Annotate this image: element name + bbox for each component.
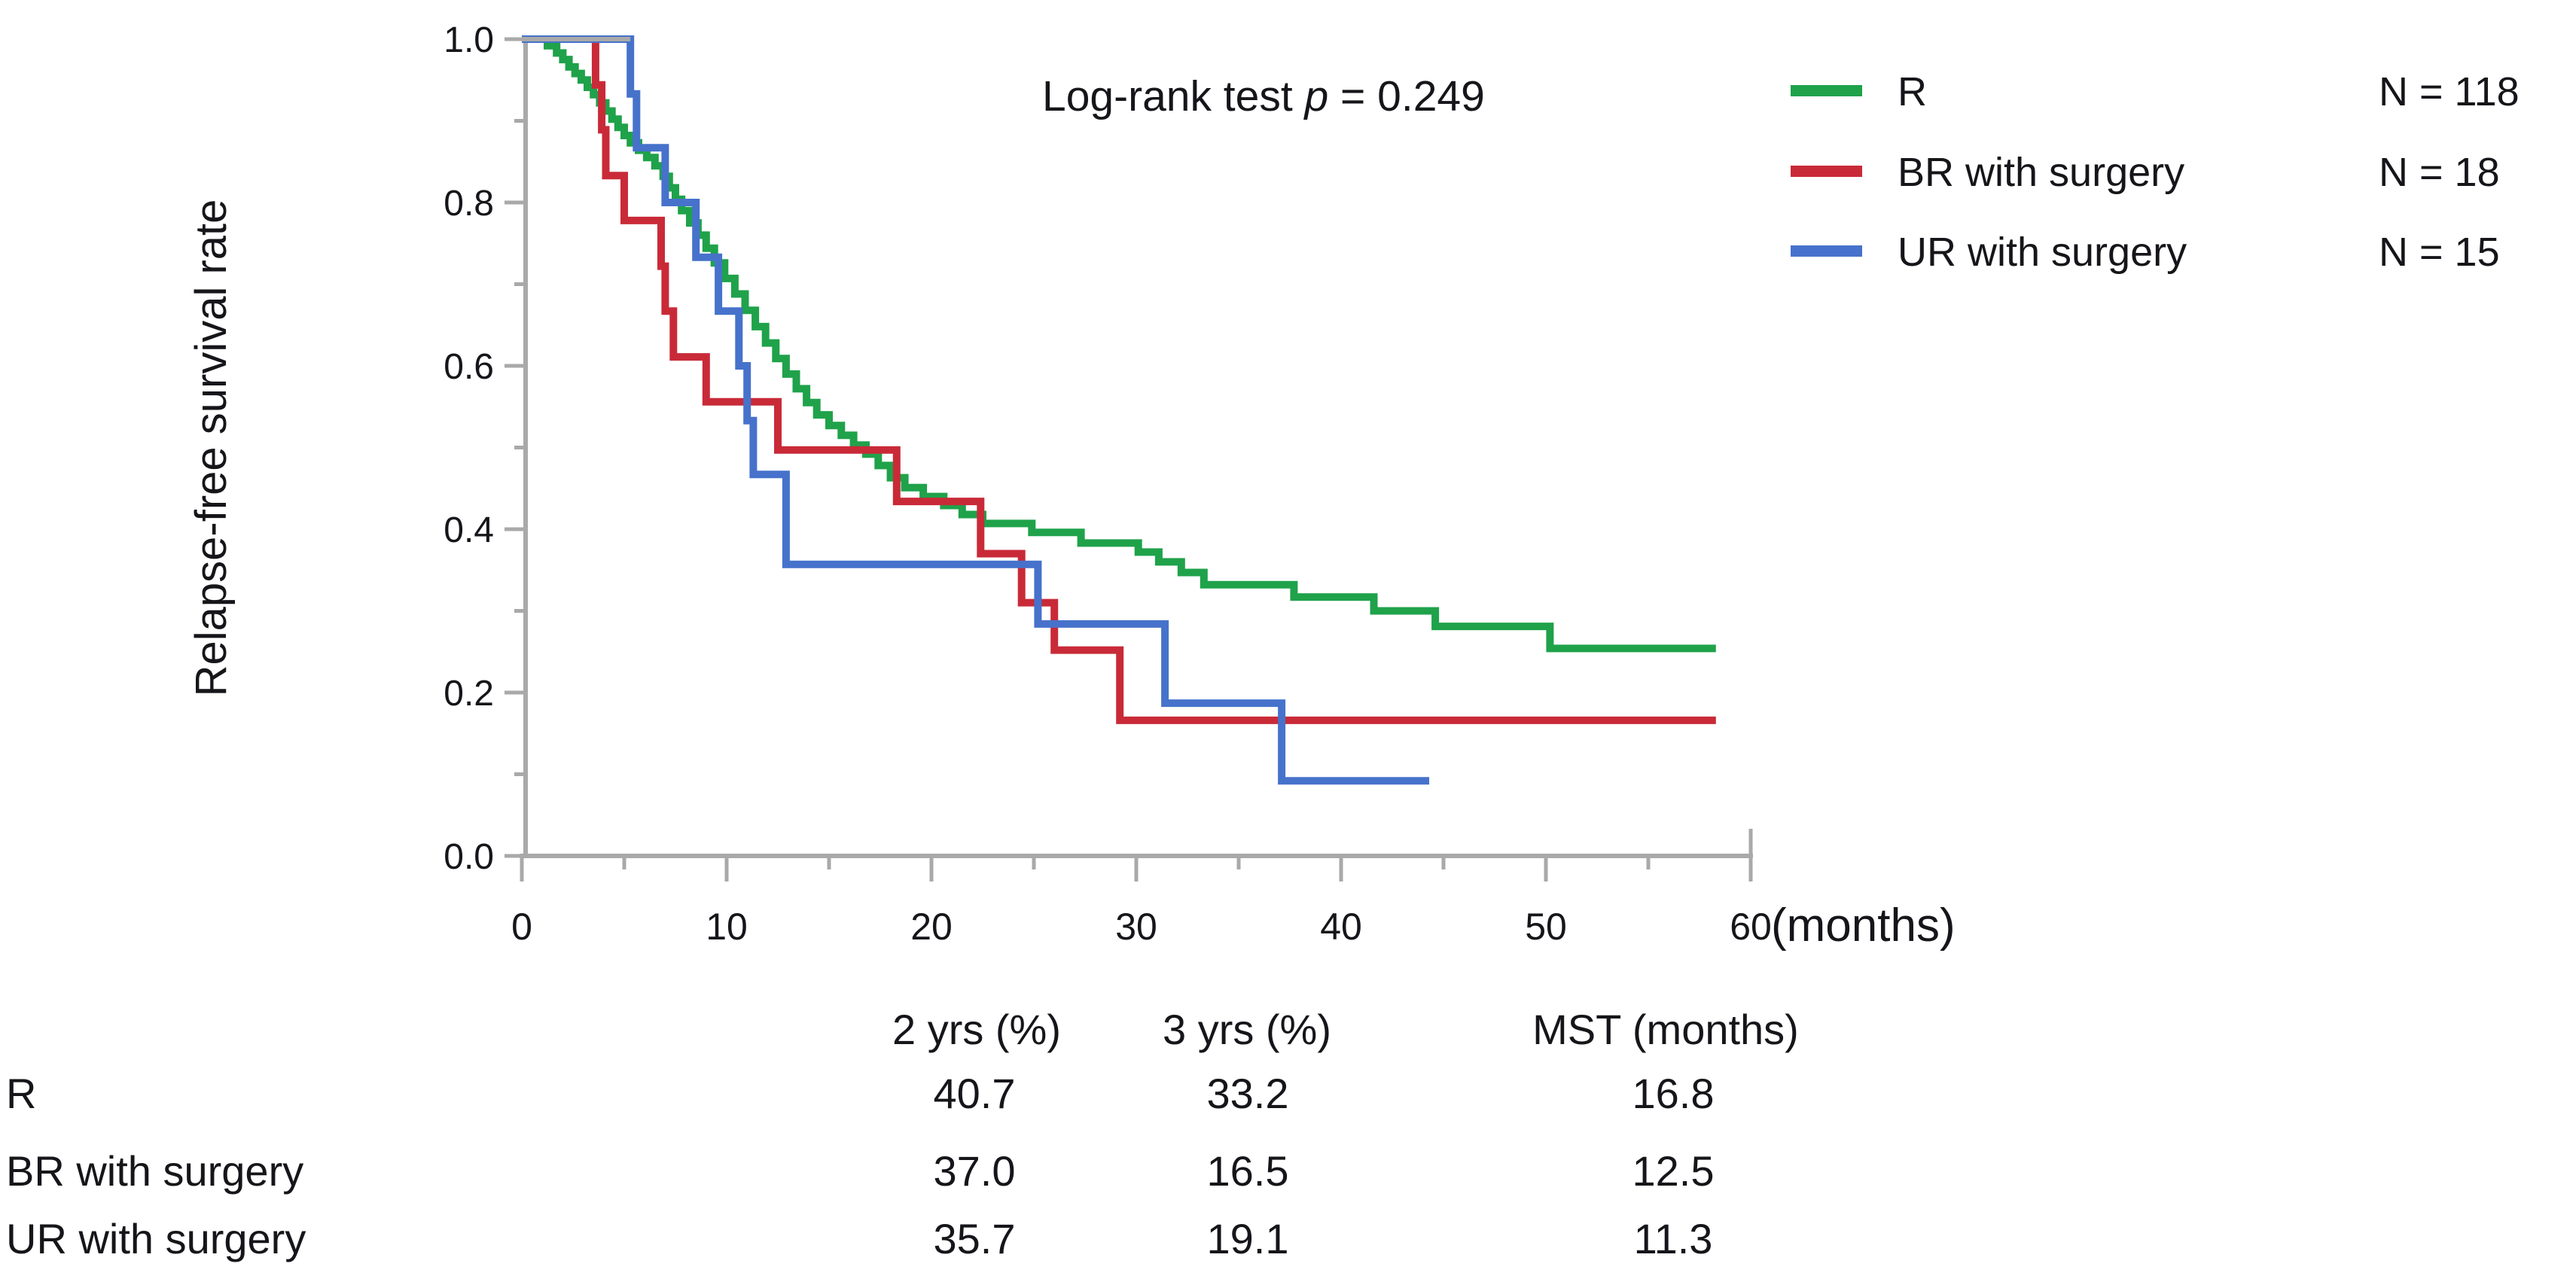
legend-swatch (1791, 166, 1862, 177)
legend-n-count: N = 15 (2379, 230, 2500, 275)
table-cell-value: 16.5 (1207, 1147, 1289, 1195)
x-tick-label: 0 (511, 906, 532, 948)
legend-row: UR with surgery N = 15 (1791, 230, 2500, 275)
table-cell-value: 11.3 (1634, 1215, 1713, 1262)
curve-br-with-surgery (522, 35, 1716, 724)
table-row-label: BR with surgery (6, 1147, 303, 1195)
table-row: R 40.7 33.2 16.8 (6, 1070, 1715, 1117)
table-cell-value: 12.5 (1632, 1147, 1715, 1195)
legend-swatch (1791, 85, 1862, 96)
y-tick-label: 0.6 (444, 347, 494, 387)
y-tick-label: 1.0 (444, 20, 494, 60)
x-tick-label: 50 (1525, 906, 1567, 948)
legend-swatch (1791, 245, 1862, 257)
survival-curves (522, 35, 1716, 785)
y-tick-label: 0.4 (444, 510, 494, 550)
legend-n-count: N = 18 (2379, 150, 2500, 195)
x-tick-label: 40 (1320, 906, 1362, 948)
y-ticks: 0.0 0.2 0.4 0.6 0.8 1.0 (444, 20, 526, 877)
x-tick-label: 20 (910, 906, 953, 948)
curve-ur-with-surgery (522, 35, 1429, 785)
y-tick-label: 0.0 (444, 837, 494, 877)
table-column-header: 2 yrs (%) (892, 1006, 1061, 1053)
table-cell-value: 19.1 (1207, 1215, 1289, 1262)
x-tick-label: 60 (1730, 906, 1772, 948)
table-row-label: R (6, 1070, 36, 1117)
legend-row: R N = 118 (1791, 69, 2520, 114)
table-column-header: MST (months) (1532, 1006, 1799, 1053)
y-axis-title: Relapse-free survival rate (187, 199, 236, 697)
table-row-label: UR with surgery (6, 1215, 306, 1262)
legend-n-count: N = 118 (2379, 69, 2520, 114)
table-cell-value: 35.7 (934, 1215, 1016, 1262)
legend-label: UR with surgery (1898, 230, 2187, 275)
x-ticks: 0 10 20 30 40 50 60 (511, 856, 1772, 948)
table-row: UR with surgery 35.7 19.1 11.3 (6, 1215, 1712, 1262)
x-tick-label: 30 (1115, 906, 1157, 948)
table-cell-value: 37.0 (934, 1147, 1016, 1195)
x-axis-title: (months) (1771, 900, 1956, 952)
table-cell-value: 16.8 (1632, 1070, 1715, 1117)
legend-row: BR with surgery N = 18 (1791, 150, 2500, 195)
x-tick-label: 10 (706, 906, 748, 948)
y-tick-label: 0.8 (444, 184, 494, 224)
axes (520, 38, 1753, 858)
legend-label: BR with surgery (1898, 150, 2184, 195)
table-column-header: 3 yrs (%) (1163, 1006, 1331, 1053)
table-cell-value: 40.7 (934, 1070, 1016, 1117)
log-rank-annotation: Log-rank test p = 0.249 (1042, 72, 1485, 120)
legend-label: R (1898, 69, 1927, 114)
curve-r (522, 35, 1716, 653)
legend: R N = 118 BR with surgery N = 18 UR with sur… (1791, 69, 2520, 275)
table-row: BR with surgery 37.0 16.5 12.5 (6, 1147, 1715, 1195)
summary-table: 2 yrs (%) 3 yrs (%) MST (months) R 40.7 33.2 1… (6, 1006, 1799, 1262)
y-tick-label: 0.2 (444, 674, 494, 714)
table-cell-value: 33.2 (1207, 1070, 1289, 1117)
